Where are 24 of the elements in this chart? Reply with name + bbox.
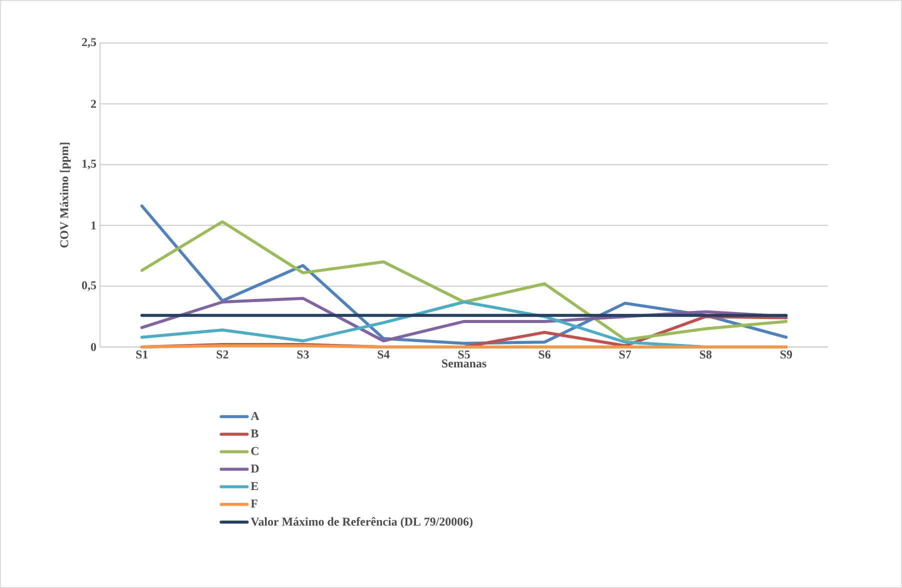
- legend-label: B: [250, 430, 258, 438]
- x-tick-label: S6: [538, 350, 550, 359]
- legend-label: Valor Máximo de Referência (DL 79/20006): [250, 517, 472, 528]
- legend-label: E: [250, 482, 258, 490]
- x-tick-label: S4: [378, 350, 390, 359]
- y-tick-label: 0: [90, 342, 96, 352]
- x-tick-label: S3: [297, 350, 309, 359]
- x-axis-title: Semanas: [442, 359, 486, 368]
- x-tick-label: S7: [619, 350, 632, 359]
- legend-label: F: [250, 500, 258, 508]
- y-tick-label: 0,5: [82, 281, 96, 292]
- y-tick-label: 1,5: [82, 160, 96, 170]
- y-tick-label: 2: [91, 100, 96, 108]
- x-tick-label: S1: [136, 350, 148, 359]
- x-tick-label: S8: [700, 350, 712, 359]
- y-tick-label: 1: [91, 221, 96, 230]
- legend-label: D: [250, 464, 259, 472]
- x-tick-label: S5: [458, 350, 470, 359]
- legend-label: A: [250, 412, 260, 420]
- x-tick-label: S2: [216, 350, 228, 359]
- x-tick-label: S9: [780, 350, 792, 359]
- y-axis-title: COV Máximo [ppm]: [60, 142, 71, 248]
- y-tick-label: 2,5: [82, 38, 96, 48]
- legend-label: C: [251, 447, 258, 456]
